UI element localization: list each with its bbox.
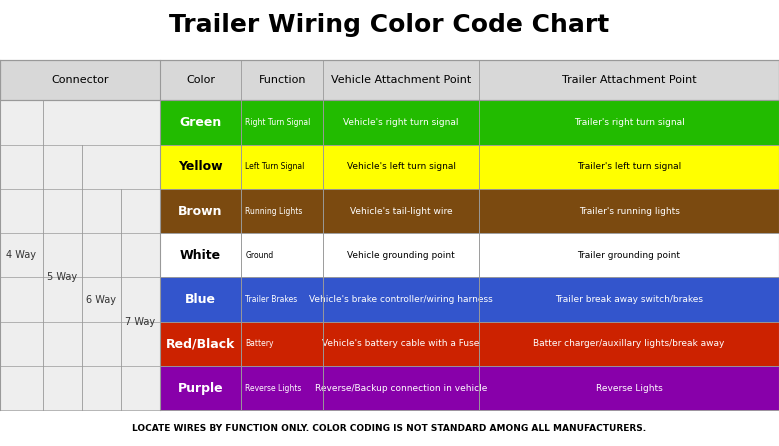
Bar <box>323 366 479 410</box>
Text: Reverse Lights: Reverse Lights <box>596 384 662 392</box>
Bar <box>241 145 323 189</box>
Bar <box>323 322 479 366</box>
Text: Vehicle's right turn signal: Vehicle's right turn signal <box>344 118 459 127</box>
Text: Right Turn Signal: Right Turn Signal <box>245 118 311 127</box>
Bar <box>0 100 160 410</box>
Text: Battery: Battery <box>245 339 274 348</box>
Text: Batter charger/auxillary lights/break away: Batter charger/auxillary lights/break aw… <box>534 339 724 348</box>
Bar <box>241 100 323 145</box>
Text: Red/Black: Red/Black <box>166 337 235 351</box>
Text: Blue: Blue <box>185 293 216 306</box>
Bar <box>479 366 779 410</box>
Text: Left Turn Signal: Left Turn Signal <box>245 162 305 171</box>
Text: Vehicle's left turn signal: Vehicle's left turn signal <box>347 162 456 171</box>
Text: LOCATE WIRES BY FUNCTION ONLY. COLOR CODING IS NOT STANDARD AMONG ALL MANUFACTUR: LOCATE WIRES BY FUNCTION ONLY. COLOR COD… <box>132 424 647 433</box>
Text: Trailer's right turn signal: Trailer's right turn signal <box>573 118 685 127</box>
Text: Vehicle grounding point: Vehicle grounding point <box>347 251 455 260</box>
Bar <box>241 322 323 366</box>
Text: Vehicle's brake controller/wiring harness: Vehicle's brake controller/wiring harnes… <box>309 295 493 304</box>
Bar <box>241 189 323 233</box>
Bar <box>160 145 241 189</box>
Text: Connector: Connector <box>51 75 108 85</box>
Bar <box>160 366 241 410</box>
Bar <box>479 100 779 145</box>
Bar <box>241 366 323 410</box>
Bar <box>160 189 241 233</box>
Text: Running Lights: Running Lights <box>245 206 303 215</box>
Bar <box>241 233 323 277</box>
Text: Purple: Purple <box>178 382 224 395</box>
Text: Trailer Attachment Point: Trailer Attachment Point <box>562 75 696 85</box>
Bar <box>479 145 779 189</box>
Text: 4 Way: 4 Way <box>6 250 37 260</box>
Bar <box>323 145 479 189</box>
Bar <box>160 322 241 366</box>
Bar <box>479 322 779 366</box>
Text: Trailer Brakes: Trailer Brakes <box>245 295 298 304</box>
Text: Reverse/Backup connection in vehicle: Reverse/Backup connection in vehicle <box>315 384 488 392</box>
Text: 5 Way: 5 Way <box>48 273 77 282</box>
Bar <box>479 189 779 233</box>
Bar <box>0 60 779 100</box>
Text: 7 Way: 7 Way <box>125 317 155 327</box>
Bar <box>323 189 479 233</box>
Bar <box>323 277 479 322</box>
Text: Brown: Brown <box>178 205 223 218</box>
Bar <box>323 233 479 277</box>
Text: Trailer Wiring Color Code Chart: Trailer Wiring Color Code Chart <box>169 12 610 37</box>
Text: Trailer's left turn signal: Trailer's left turn signal <box>577 162 681 171</box>
Bar <box>479 233 779 277</box>
Text: Trailer's running lights: Trailer's running lights <box>579 206 679 215</box>
Text: Trailer grounding point: Trailer grounding point <box>577 251 681 260</box>
Text: Vehicle's battery cable with a Fuse: Vehicle's battery cable with a Fuse <box>323 339 480 348</box>
Text: Yellow: Yellow <box>178 160 223 173</box>
Text: 6 Way: 6 Way <box>86 295 116 305</box>
Text: Reverse Lights: Reverse Lights <box>245 384 301 392</box>
Text: Vehicle's tail-light wire: Vehicle's tail-light wire <box>350 206 453 215</box>
Bar <box>323 100 479 145</box>
Bar <box>160 277 241 322</box>
Text: Ground: Ground <box>245 251 273 260</box>
Text: Green: Green <box>179 116 222 129</box>
Bar <box>160 233 241 277</box>
Text: Color: Color <box>186 75 215 85</box>
Text: White: White <box>180 249 221 262</box>
Text: Function: Function <box>259 75 306 85</box>
Bar <box>479 277 779 322</box>
Text: Vehicle Attachment Point: Vehicle Attachment Point <box>331 75 471 85</box>
Text: Trailer break away switch/brakes: Trailer break away switch/brakes <box>555 295 703 304</box>
Bar <box>241 277 323 322</box>
Bar <box>160 100 241 145</box>
